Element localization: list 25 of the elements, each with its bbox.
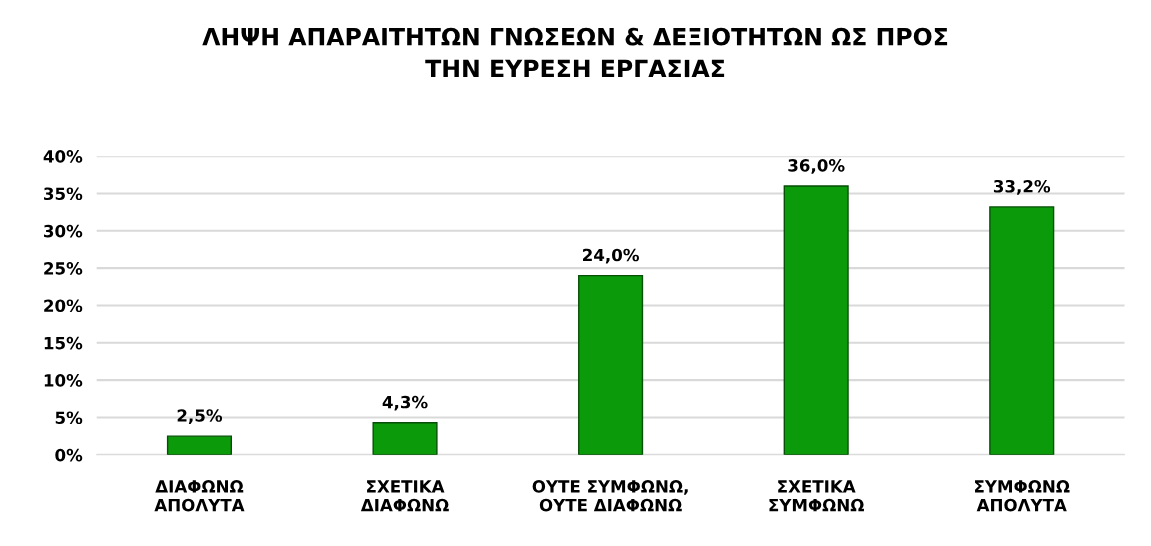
data-label: 24,0%: [583, 248, 639, 264]
bar: [783, 185, 849, 455]
data-label: 4,3%: [382, 395, 428, 411]
y-tick-label: 5%: [55, 411, 83, 425]
data-label: 36,0%: [788, 159, 845, 174]
bar: [372, 422, 438, 455]
y-tick-label: 0%: [55, 448, 83, 462]
bar: [166, 435, 233, 455]
y-tick-label: 25%: [44, 262, 83, 275]
x-tick-label: ΣΥΜΦΩΝΩ ΑΠΟΛΥΤΑ: [975, 480, 1070, 512]
y-tick-label: 40%: [43, 150, 83, 163]
x-tick-label: ΔΙΑΦΩΝΩ ΑΠΟΛΥΤΑ: [154, 480, 245, 512]
x-tick-label: ΣΧΕΤΙΚΑ ΔΙΑΦΩΝΩ: [360, 480, 449, 512]
bar: [578, 274, 644, 455]
bar: [989, 206, 1055, 455]
y-tick-label: 20%: [44, 299, 83, 313]
x-tick-label: ΣΧΕΤΙΚΑ ΣΥΜΦΩΝΩ: [769, 480, 864, 512]
y-tick-label: 10%: [44, 374, 83, 387]
x-tick-label: ΟΥΤΕ ΣΥΜΦΩΝΩ, ΟΥΤΕ ΔΙΑΦΩΝΩ: [532, 480, 688, 512]
y-tick-label: 15%: [44, 336, 83, 350]
data-label: 2,5%: [177, 409, 223, 424]
y-tick-label: 30%: [44, 224, 83, 238]
chart-title: ΛΗΨΗ ΑΠΑΡΑΙΤΗΤΩΝ ΓΝΩΣΕΩΝ & ΔΕΞΙΟΤΗΤΩΝ ΩΣ ΠΡΟΣ ΤΗΝ ΕΥΡΕΣΗ ΕΡΓΑΣΙΑΣ: [202, 27, 948, 78]
data-label: 33,2%: [993, 179, 1051, 195]
y-tick-label: 35%: [44, 187, 83, 201]
